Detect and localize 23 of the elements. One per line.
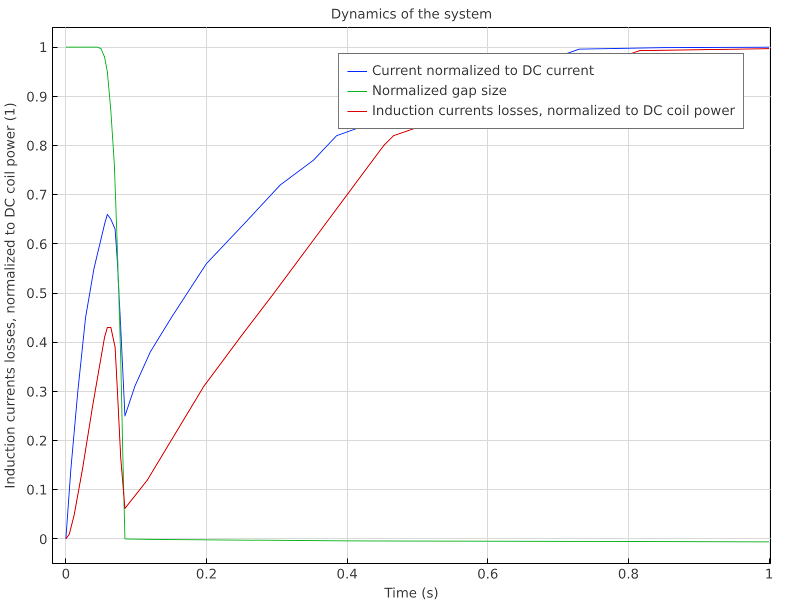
legend-label: Current normalized to DC current <box>372 62 594 80</box>
y-tick-label: 0.7 <box>26 188 48 204</box>
x-tick-label: 0.2 <box>196 568 218 582</box>
y-tick-label: 0.9 <box>26 90 48 106</box>
y-tick-label: 0.3 <box>26 385 48 400</box>
y-tick-label: 0.1 <box>26 484 48 499</box>
y-tick-label: 0 <box>39 532 48 548</box>
legend-label: Normalized gap size <box>372 82 507 100</box>
y-tick-label: 0.8 <box>26 140 48 155</box>
chart-title: Dynamics of the system <box>330 8 492 22</box>
legend-label: Induction currents losses, normalized to DC coil power <box>372 102 735 120</box>
x-axis-title: Time (s) <box>383 586 439 601</box>
y-tick-label: 0.5 <box>26 287 48 302</box>
x-tick-label: 0.8 <box>618 568 640 582</box>
y-tick-label: 0.2 <box>26 434 48 450</box>
x-tick-label: 0.4 <box>336 568 358 582</box>
y-tick-label: 0.6 <box>26 238 48 253</box>
y-tick-label: 1 <box>39 41 48 56</box>
x-tick-label: 0.6 <box>477 568 498 582</box>
x-tick-label: 0 <box>62 568 70 582</box>
y-axis-title: Induction currents losses, normalized to DC coil power (1) <box>3 102 18 489</box>
y-tick-label: 0.4 <box>26 336 48 352</box>
x-tick-label: 1 <box>764 568 774 582</box>
